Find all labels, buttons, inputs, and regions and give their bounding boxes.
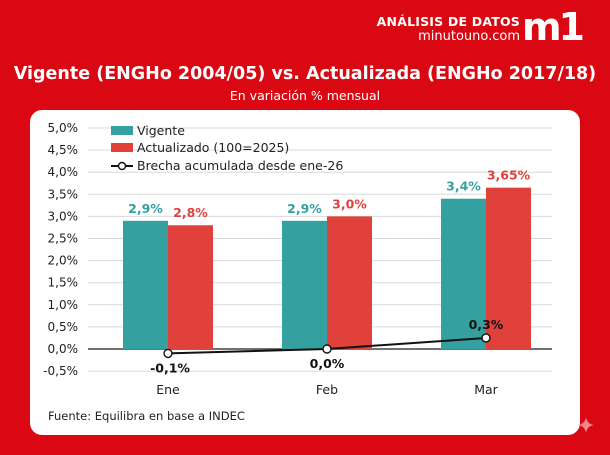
legend-marker-brecha — [117, 161, 127, 171]
brecha-label: -0,1% — [150, 360, 190, 375]
data-label: 3,4% — [446, 179, 481, 194]
bar-actualizado — [486, 187, 531, 349]
y-tick-label: 5,0% — [48, 121, 79, 135]
bar-vigente — [441, 198, 486, 349]
y-tick-label: 0,0% — [48, 342, 79, 356]
data-label: 2,8% — [173, 205, 208, 220]
brecha-point — [481, 333, 491, 343]
source-note: Fuente: Equilibra en base a INDEC — [48, 409, 245, 423]
y-tick-label: 1,0% — [48, 298, 79, 312]
brecha-label: 0,0% — [310, 356, 345, 371]
x-tick-label: Mar — [474, 382, 498, 397]
y-tick-label: 3,5% — [48, 187, 79, 201]
chart-subtitle: En variación % mensual — [229, 88, 381, 103]
legend-swatch-actualizado — [111, 143, 133, 152]
bar-vigente — [282, 220, 327, 349]
y-tick-label: 4,0% — [48, 165, 79, 179]
x-tick-label: Feb — [316, 382, 338, 397]
y-tick-label: 4,5% — [48, 143, 79, 157]
brand-site: minutouno.com — [418, 29, 520, 44]
y-tick-label: 2,0% — [48, 254, 79, 268]
data-label: 2,9% — [287, 201, 322, 216]
data-label: 3,65% — [487, 168, 531, 183]
y-tick-label: -0,5% — [43, 364, 78, 378]
chart-title: Vigente (ENGHo 2004/05) vs. Actualizada … — [13, 64, 597, 84]
brand-block: ANÁLISIS DE DATOS minutouno.com — [377, 14, 520, 45]
brand-tagline: ANÁLISIS DE DATOS — [376, 14, 520, 29]
legend-label-vigente: Vigente — [137, 123, 185, 138]
y-tick-label: 0,5% — [48, 320, 79, 334]
brecha-point — [163, 348, 173, 359]
bar-vigente — [123, 220, 168, 349]
brecha-label: 0,3% — [469, 317, 504, 332]
data-label: 2,9% — [128, 201, 163, 216]
y-tick-label: 3,0% — [48, 209, 79, 223]
data-label: 3,0% — [332, 196, 367, 211]
legend-label-brecha: Brecha acumulada desde ene-26 — [137, 158, 343, 173]
legend-label-actualizado: Actualizado (100=2025) — [137, 140, 289, 155]
legend-swatch-vigente — [111, 126, 133, 135]
y-tick-label: 2,5% — [48, 232, 79, 246]
brecha-point — [322, 344, 332, 354]
bar-actualizado — [327, 216, 372, 349]
sparkle-icon — [578, 417, 594, 433]
bar-actualizado — [168, 225, 213, 349]
m1-logo: m1 — [521, 5, 585, 49]
y-tick-label: 1,5% — [48, 276, 79, 290]
x-tick-label: Ene — [156, 382, 180, 397]
